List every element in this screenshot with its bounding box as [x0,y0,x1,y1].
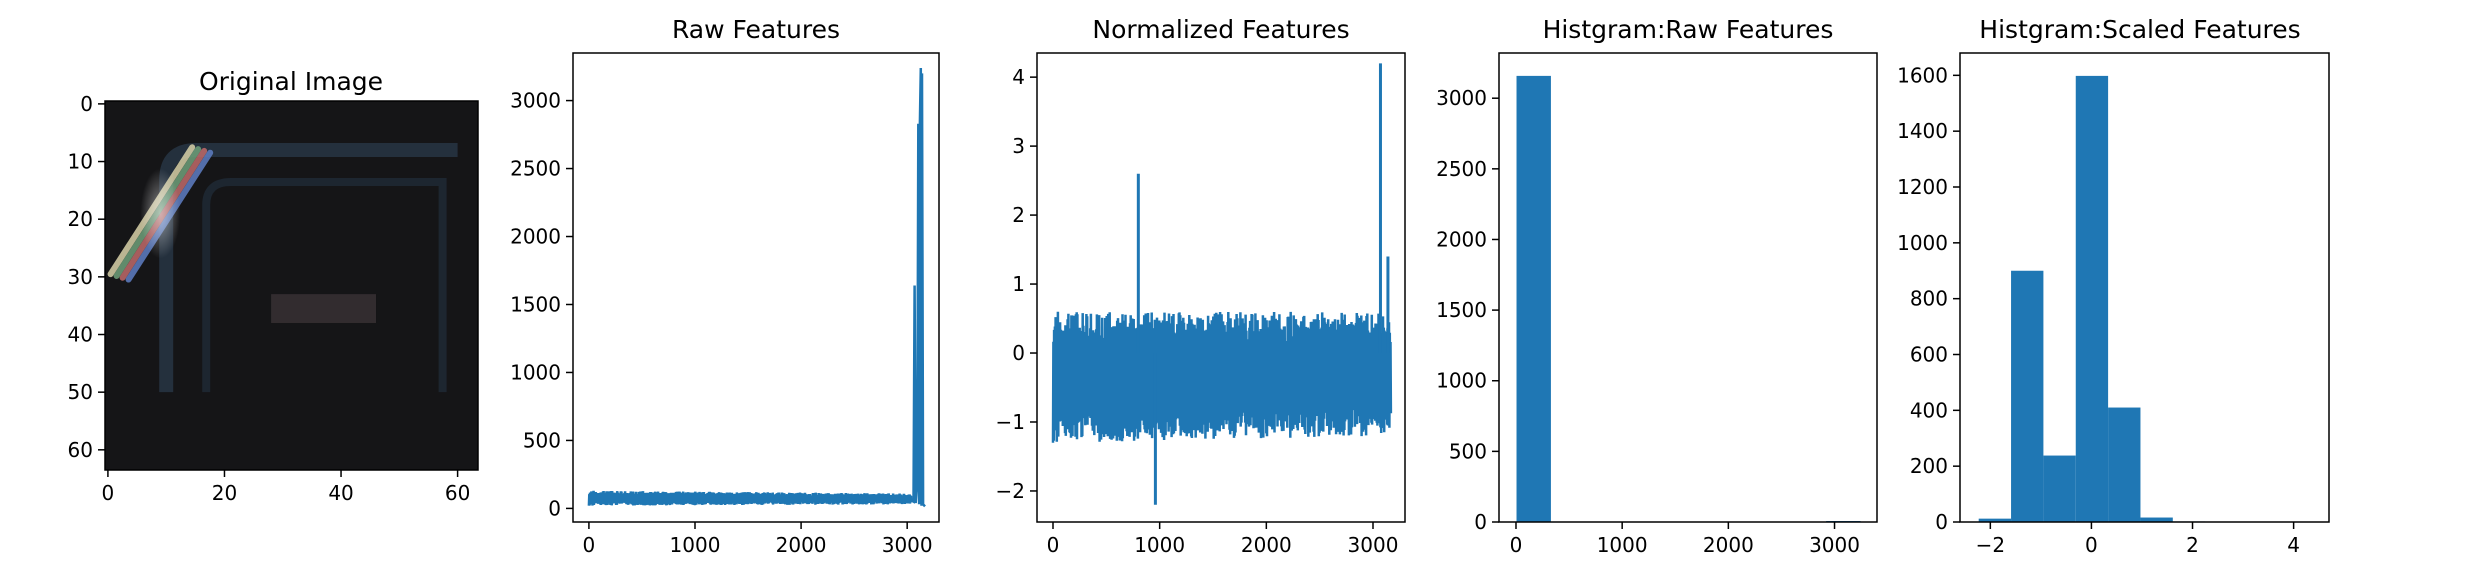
x-tick-label: 1000 [1134,533,1185,557]
y-tick-label: 50 [68,380,93,404]
title-original-image: Original Image [199,67,383,96]
panel-original-image: Original Image 0 20 40 60 0 10 20 30 40 50 60 [68,67,479,505]
x-tick-label: 4 [2287,533,2300,557]
series-band [1051,311,1393,443]
x-tick-label: −2 [1976,533,2005,557]
x-tick-label: 3000 [882,533,933,557]
y-tick-label: 1000 [1436,369,1487,393]
y-tick-label: 0 [1012,341,1025,365]
y-tick-label: 1500 [510,292,561,316]
title-normalized-features: Normalized Features [1092,15,1349,44]
y-tick-label: 400 [1910,398,1948,422]
y-tick-label: 1 [1012,272,1025,296]
x-tick-label: 3000 [1809,533,1860,557]
histogram-bar [2043,455,2076,522]
title-raw-features: Raw Features [672,15,840,44]
y-tick-label: 30 [68,265,93,289]
panel-histogram-raw: Histgram:Raw Features 0 1000 2000 3000 0 500 1… [1436,15,1878,557]
y-tick-label: 200 [1910,454,1948,478]
y-tick-label: 3 [1012,134,1025,158]
y-tick-label: 1000 [1897,231,1948,255]
y-tick-label: 0 [80,92,93,116]
x-tick-label: 0 [1510,533,1523,557]
y-tick-label: 3000 [510,89,561,113]
inner-arch-outline [202,178,447,393]
histogram-bar [2108,407,2141,522]
y-tick-label: 1400 [1897,119,1948,143]
y-tick-label: 2 [1012,203,1025,227]
y-tick-label: 800 [1910,287,1948,311]
y-tick-label: 500 [1449,439,1487,463]
x-tick-label: 1000 [670,533,721,557]
x-tick-label: 2 [2186,533,2199,557]
y-tick-label: 60 [68,438,93,462]
x-tick-label: 2000 [1703,533,1754,557]
panel-normalized-features: Normalized Features 0 1000 2000 3000 −2 −1 0 1 2… [996,15,1406,557]
y-tick-label: 1000 [510,360,561,384]
x-tick-label: 0 [2085,533,2098,557]
x-tick-label: 2000 [776,533,827,557]
y-tick-label: −2 [996,479,1025,503]
title-histogram-raw: Histgram:Raw Features [1543,15,1834,44]
y-tick-label: 10 [68,150,93,174]
plate-region [271,294,377,323]
y-tick-label: 1500 [1436,298,1487,322]
y-tick-label: 1200 [1897,175,1948,199]
series-band [587,490,913,506]
histogram-bar [2075,75,2109,523]
y-tick-label: 0 [1935,510,1948,534]
title-histogram-scaled: Histgram:Scaled Features [1979,15,2300,44]
x-tick-label: 20 [212,481,237,505]
image-heatmap [105,101,478,470]
histogram-bar [1516,75,1551,522]
histogram-bar [2011,270,2044,522]
panel-raw-features: Raw Features 0 1000 2000 3000 0 500 1000 1500 20… [510,15,940,557]
y-tick-label: 1600 [1897,63,1948,87]
y-tick-label: 0 [548,496,561,520]
histogram-bar [2140,517,2173,522]
x-tick-label: 2000 [1241,533,1292,557]
x-tick-label: 0 [583,533,596,557]
y-tick-label: 2500 [1436,157,1487,181]
x-tick-label: 40 [328,481,353,505]
series-spikes [910,67,926,508]
y-tick-label: 500 [523,428,561,452]
x-tick-label: 60 [445,481,470,505]
x-tick-label: 3000 [1348,533,1399,557]
y-tick-label: 40 [68,323,93,347]
y-tick-label: 600 [1910,343,1948,367]
y-tick-label: 0 [1474,510,1487,534]
y-tick-label: 4 [1012,65,1025,89]
y-tick-label: 20 [68,207,93,231]
edge-glow [140,168,181,259]
y-tick-label: 2000 [1436,227,1487,251]
histogram-bar [1978,518,2012,522]
y-tick-label: −1 [996,410,1025,434]
panel-histogram-scaled: Histgram:Scaled Features −2 0 2 4 0 200 400 600… [1897,15,2330,557]
x-tick-label: 1000 [1597,533,1648,557]
y-tick-label: 2000 [510,225,561,249]
x-tick-label: 0 [1047,533,1060,557]
x-tick-label: 0 [102,481,115,505]
y-tick-label: 3000 [1436,86,1487,110]
y-tick-label: 2500 [510,157,561,181]
